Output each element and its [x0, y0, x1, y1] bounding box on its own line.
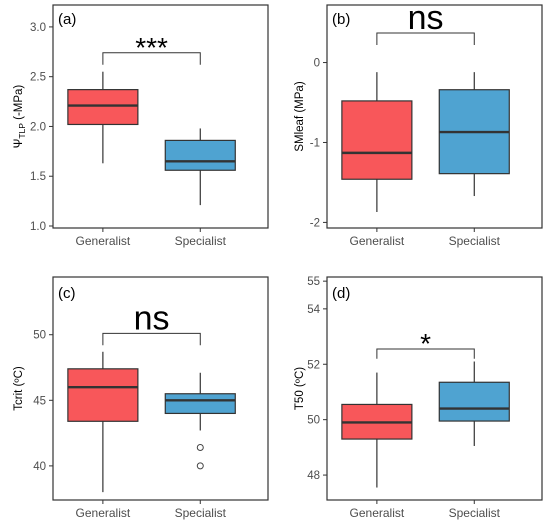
- y-tick-label: 50: [33, 330, 46, 342]
- significance-label: ns: [408, 0, 444, 37]
- panel-2: 40 45 50 Generalist Specialist ns (c) Tcrit (ºC…: [13, 276, 269, 520]
- box-generalist: [341, 100, 413, 180]
- y-tick-label: 0: [314, 58, 320, 70]
- significance-bracket: [376, 32, 475, 45]
- x-tick-label: Generalist: [350, 234, 405, 248]
- y-axis-label-main: T50 (ºC): [294, 367, 306, 410]
- panel-letter: (c): [58, 285, 76, 302]
- box-specialist: [438, 381, 510, 422]
- outlier-point: [196, 462, 204, 470]
- y-axis-label: ΨTLP (-MPa): [13, 85, 27, 149]
- x-tick-label: Generalist: [76, 506, 131, 520]
- x-tick-label: Specialist: [175, 234, 227, 248]
- plot-frame: [52, 4, 269, 229]
- y-axis-label: T50 (ºC): [294, 367, 306, 410]
- y-axis-label-main: Tcrit (ºC): [13, 366, 25, 411]
- y-tick-label: 2.0: [30, 121, 46, 133]
- y-tick-label: 50: [307, 415, 320, 427]
- x-tick-label: Generalist: [76, 234, 131, 248]
- box-specialist: [164, 139, 236, 171]
- y-tick-label: 45: [33, 395, 46, 407]
- panel-letter: (b): [332, 11, 350, 28]
- plot-frame: [326, 276, 543, 501]
- box-generalist: [67, 368, 139, 422]
- panel-0: 1.0 1.5 2.0 2.5 3.0 Generalist Specialist *** (a…: [13, 4, 269, 248]
- y-axis-label-sub: TLP: [17, 123, 27, 139]
- x-tick-label: Generalist: [350, 506, 405, 520]
- x-tick-label: Specialist: [175, 506, 227, 520]
- y-axis-label: Tcrit (ºC): [13, 366, 25, 411]
- y-tick-label: 3.0: [30, 22, 46, 34]
- y-tick-label: 48: [307, 470, 320, 482]
- y-tick-label: 1.5: [30, 171, 46, 183]
- panel-3: 48 50 52 54 55 Generalist Specialist * (d) T50 (º…: [294, 276, 543, 520]
- y-tick-label: -1: [310, 137, 320, 149]
- x-tick-label: Specialist: [449, 506, 501, 520]
- panel-1: -2 -1 0 Generalist Specialist ns (b) SMleaf (MP…: [294, 0, 543, 248]
- box-specialist: [164, 393, 236, 415]
- y-tick-label: 52: [307, 359, 320, 371]
- y-tick-label: 54: [307, 304, 320, 316]
- significance-label: ***: [135, 32, 168, 63]
- y-tick-label: -2: [310, 217, 320, 229]
- y-axis-label-main: SMleaf (MPa): [294, 81, 306, 151]
- significance-label: *: [420, 328, 431, 359]
- plot-frame: [52, 276, 269, 501]
- significance-label: ns: [134, 299, 170, 337]
- y-tick-label: 40: [33, 461, 46, 473]
- y-tick-label: 55: [307, 276, 320, 288]
- plot-frame: [326, 4, 543, 229]
- significance-bracket: [102, 52, 201, 65]
- y-tick-label: 1.0: [30, 221, 46, 233]
- significance-bracket: [102, 332, 201, 346]
- box-generalist: [67, 89, 139, 126]
- y-tick-label: 2.5: [30, 72, 46, 84]
- x-tick-label: Specialist: [449, 234, 501, 248]
- outlier-point: [196, 444, 204, 452]
- significance-bracket: [376, 348, 475, 359]
- panel-letter: (a): [58, 11, 76, 28]
- y-axis-label-unit: (-MPa): [13, 85, 25, 124]
- panel-letter: (d): [332, 285, 350, 302]
- y-axis-label-main: Ψ: [13, 139, 25, 149]
- y-axis-label: SMleaf (MPa): [294, 81, 306, 151]
